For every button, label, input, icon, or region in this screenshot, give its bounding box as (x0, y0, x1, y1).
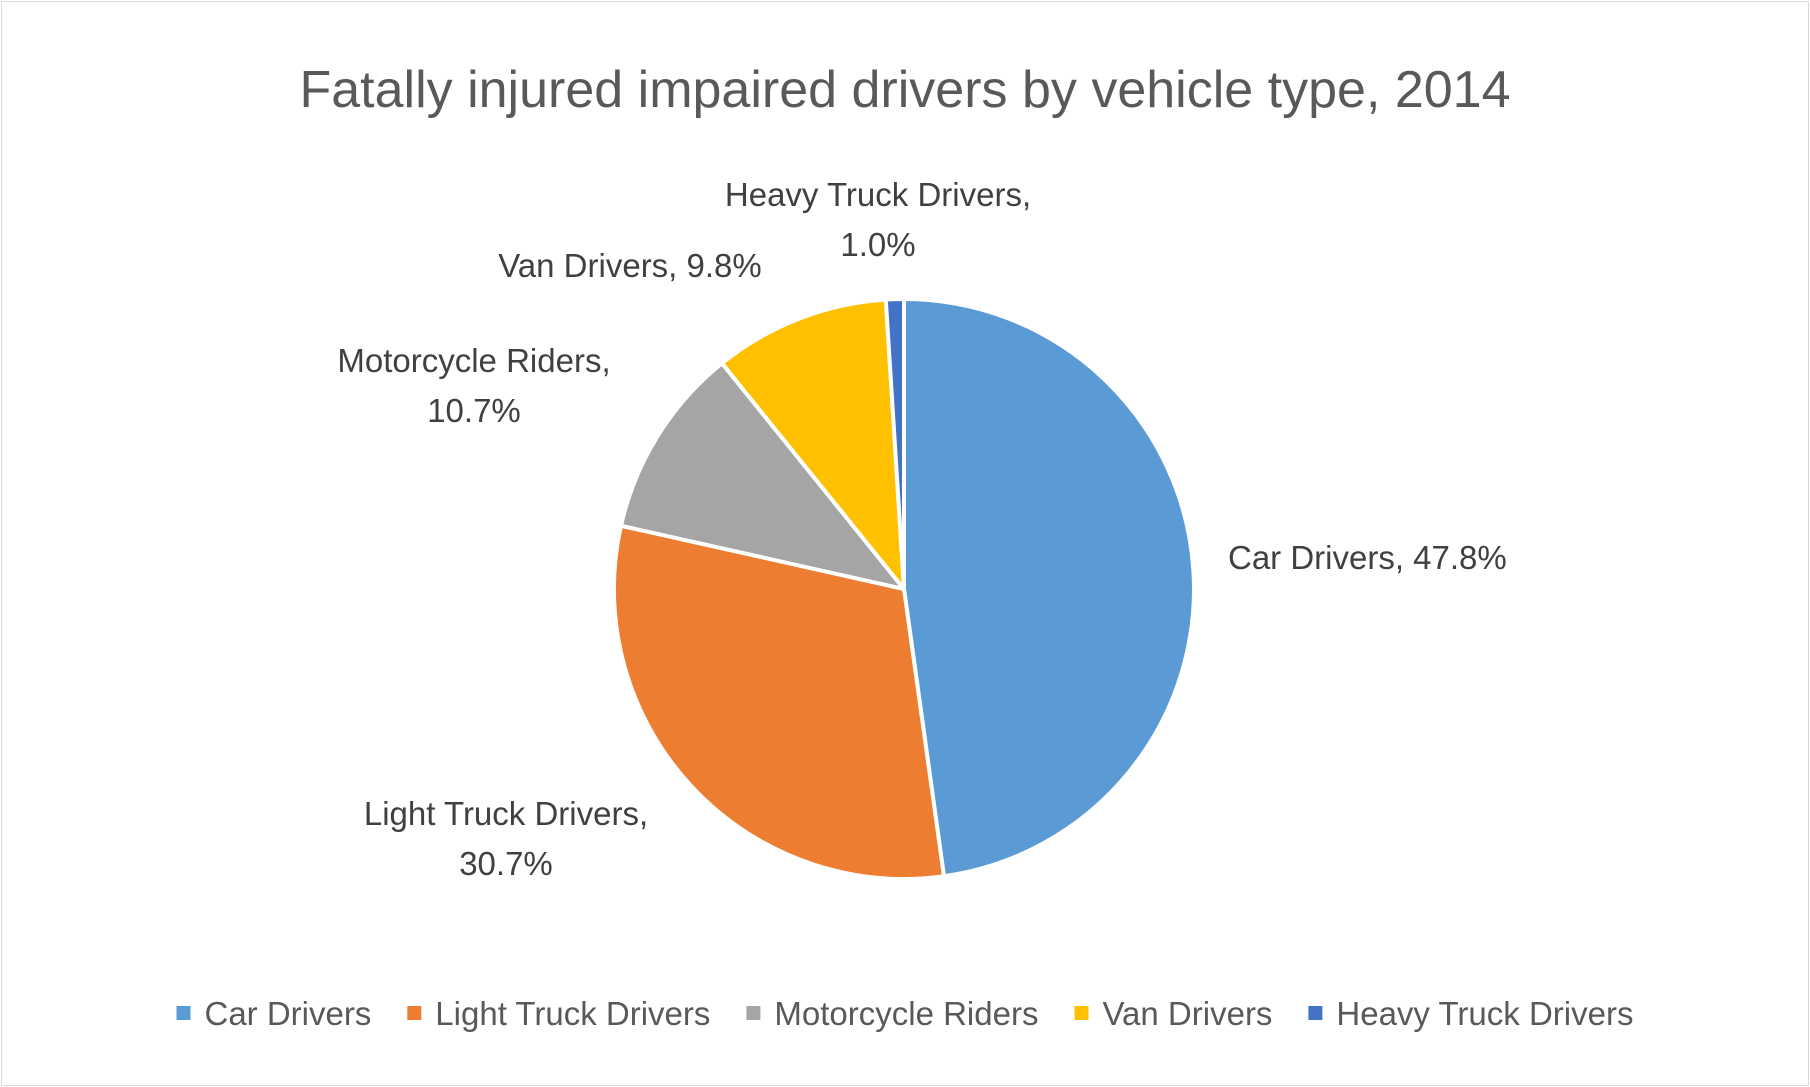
pie-slice-motorcycle-riders (618, 361, 906, 591)
data-label-van-drivers: Van Drivers, 9.8% (498, 247, 761, 284)
legend-item-heavy-truck-drivers: Heavy Truck Drivers (1308, 995, 1633, 1032)
pie-slice-car-drivers (902, 297, 1196, 879)
legend-swatch-van-drivers (1074, 1006, 1089, 1020)
legend-swatch-heavy-truck-drivers (1308, 1006, 1323, 1020)
pie-slice-heavy-truck-drivers (883, 296, 906, 591)
legend-item-car-drivers: Car Drivers (176, 995, 372, 1032)
chart-title: Fatally injured impaired drivers by vehi… (299, 61, 1511, 119)
pie-slice-van-drivers (719, 297, 906, 591)
pie-slices (612, 296, 1196, 881)
legend-label-light-truck-drivers: Light Truck Drivers (435, 995, 710, 1032)
data-label-heavy-truck-drivers: Heavy Truck Drivers, 1.0% (725, 176, 1031, 263)
data-labels: Car Drivers, 47.8% Light Truck Drivers, 30… (337, 176, 1506, 882)
legend-item-light-truck-drivers: Light Truck Drivers (407, 995, 710, 1032)
legend-label-heavy-truck-drivers: Heavy Truck Drivers (1336, 995, 1633, 1032)
legend-label-car-drivers: Car Drivers (205, 995, 372, 1032)
legend-item-van-drivers: Van Drivers (1074, 995, 1273, 1032)
legend: Car Drivers Light Truck Drivers Motorcycle… (176, 995, 1633, 1032)
data-label-car-drivers: Car Drivers, 47.8% (1228, 539, 1507, 576)
legend-label-van-drivers: Van Drivers (1103, 995, 1273, 1032)
legend-label-motorcycle-riders: Motorcycle Riders (774, 995, 1038, 1032)
legend-item-motorcycle-riders: Motorcycle Riders (746, 995, 1038, 1032)
data-label-light-truck-drivers: Light Truck Drivers, 30.7% (364, 795, 648, 882)
legend-swatch-car-drivers (176, 1006, 191, 1020)
legend-swatch-light-truck-drivers (407, 1006, 422, 1020)
pie-slice-light-truck-drivers (612, 523, 946, 881)
legend-swatch-motorcycle-riders (746, 1006, 761, 1020)
data-label-motorcycle-riders: Motorcycle Riders, 10.7% (337, 342, 610, 429)
